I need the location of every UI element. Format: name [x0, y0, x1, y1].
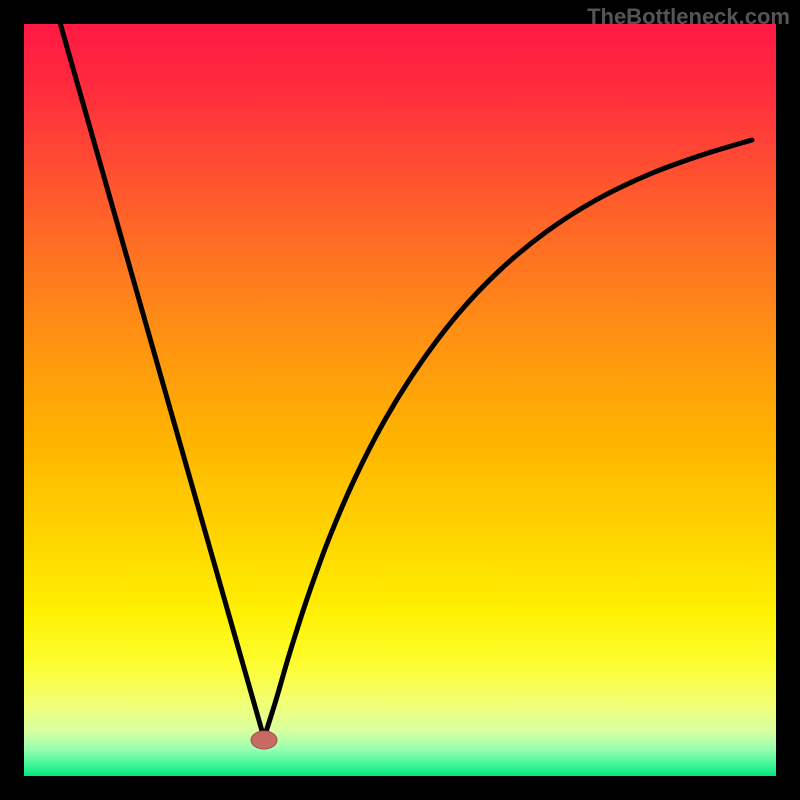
chart-container: TheBottleneck.com [0, 0, 800, 800]
gradient-background [24, 24, 776, 776]
chart-svg [0, 0, 800, 800]
minimum-marker [251, 731, 277, 749]
watermark-text: TheBottleneck.com [587, 4, 790, 30]
